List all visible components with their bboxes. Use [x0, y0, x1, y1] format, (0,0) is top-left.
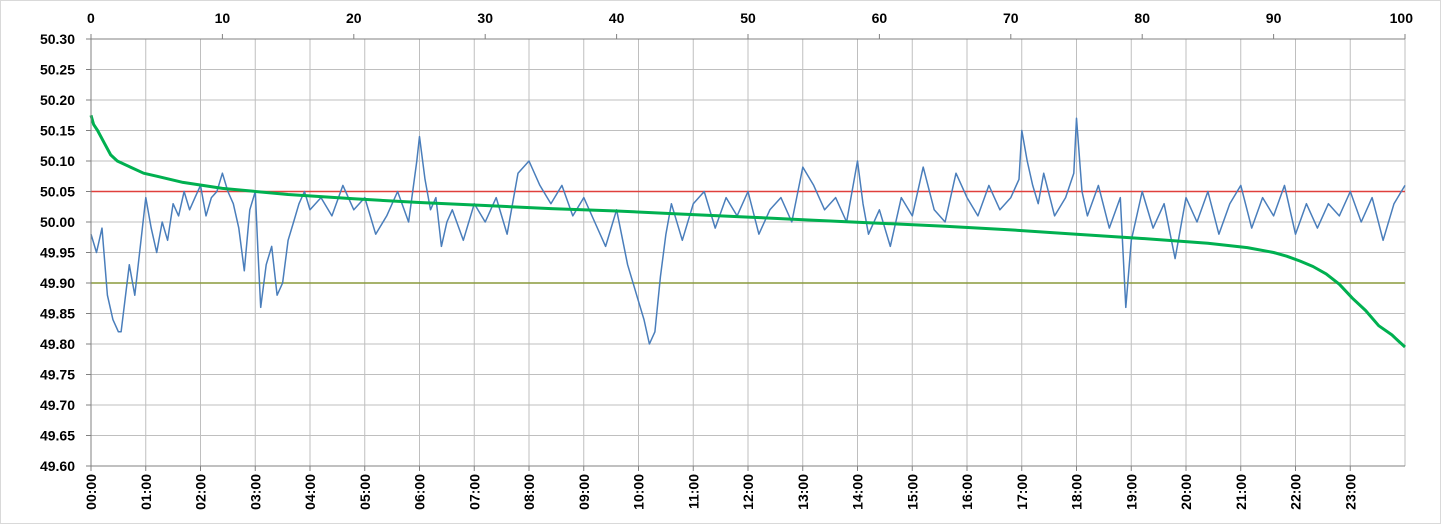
- y-tick-label: 50.30: [40, 31, 75, 47]
- x-bottom-tick-label: 09:00: [576, 474, 592, 510]
- x-bottom-tick-label: 05:00: [357, 474, 373, 510]
- y-tick-label: 49.90: [40, 275, 75, 291]
- y-tick-label: 50.05: [40, 184, 75, 200]
- x-bottom-tick-label: 11:00: [685, 474, 701, 509]
- x-bottom-tick-label: 22:00: [1288, 474, 1304, 510]
- axes: [86, 34, 1406, 471]
- x-top-tick-label: 80: [1134, 10, 1150, 26]
- x-bottom-tick-label: 14:00: [850, 474, 866, 510]
- x-bottom-tick-label: 01:00: [138, 474, 154, 510]
- x-top-tick-label: 50: [740, 10, 756, 26]
- x-bottom-tick-label: 19:00: [1123, 474, 1139, 510]
- x-top-tick-label: 70: [1003, 10, 1019, 26]
- gridlines: [90, 38, 1406, 467]
- x-bottom-tick-label: 04:00: [302, 474, 318, 510]
- tick-labels: 50.30 50.25 50.20 50.15 50.10 50.05 50.00 49.95…: [40, 10, 1413, 510]
- y-tick-label: 49.85: [40, 306, 75, 322]
- x-bottom-tick-label: 02:00: [193, 474, 209, 510]
- y-tick-label: 50.15: [40, 123, 75, 139]
- x-bottom-tick-label: 10:00: [631, 474, 647, 510]
- y-tick-label: 49.60: [40, 458, 75, 474]
- y-tick-label: 49.65: [40, 428, 75, 444]
- x-top-tick-label: 100: [1390, 10, 1414, 26]
- x-top-tick-label: 90: [1266, 10, 1282, 26]
- x-bottom-tick-label: 07:00: [466, 474, 482, 510]
- x-top-tick-label: 10: [215, 10, 231, 26]
- x-top-tick-label: 0: [87, 10, 95, 26]
- y-tick-label: 50.20: [40, 92, 75, 108]
- x-bottom-tick-label: 23:00: [1342, 474, 1358, 510]
- x-bottom-tick-label: 17:00: [1014, 474, 1030, 510]
- y-tick-label: 49.80: [40, 336, 75, 352]
- y-tick-label: 50.10: [40, 153, 75, 169]
- x-bottom-tick-label: 08:00: [521, 474, 537, 510]
- x-top-tick-label: 60: [872, 10, 888, 26]
- x-top-tick-label: 40: [609, 10, 625, 26]
- x-bottom-tick-label: 03:00: [247, 474, 263, 510]
- x-bottom-tick-label: 13:00: [795, 474, 811, 510]
- series-layer: [89, 114, 1407, 349]
- y-tick-label: 49.75: [40, 367, 75, 383]
- y-tick-label: 49.95: [40, 245, 75, 261]
- y-tick-label: 50.25: [40, 62, 75, 78]
- x-bottom-tick-label: 16:00: [959, 474, 975, 510]
- x-bottom-tick-label: 00:00: [83, 474, 99, 510]
- x-bottom-tick-label: 12:00: [740, 474, 756, 510]
- x-bottom-tick-label: 20:00: [1178, 474, 1194, 510]
- x-bottom-tick-label: 21:00: [1233, 474, 1249, 510]
- x-bottom-tick-label: 18:00: [1069, 474, 1085, 510]
- y-tick-label: 50.00: [40, 214, 75, 230]
- x-top-tick-label: 30: [477, 10, 493, 26]
- x-top-tick-label: 20: [346, 10, 362, 26]
- x-bottom-tick-label: 06:00: [412, 474, 428, 510]
- x-bottom-tick-label: 15:00: [904, 474, 920, 510]
- y-tick-label: 49.70: [40, 397, 75, 413]
- duration-curve-line: [89, 114, 1407, 349]
- frequency-time-series-line: [90, 117, 1406, 345]
